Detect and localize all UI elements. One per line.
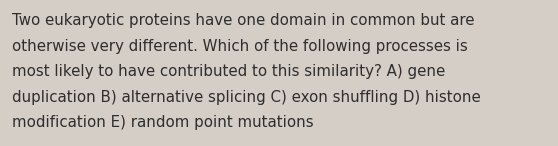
Text: otherwise very different. Which of the following processes is: otherwise very different. Which of the f… [12, 39, 468, 54]
Text: duplication B) alternative splicing C) exon shuffling D) histone: duplication B) alternative splicing C) e… [12, 90, 481, 105]
Text: most likely to have contributed to this similarity? A) gene: most likely to have contributed to this … [12, 64, 445, 79]
Text: Two eukaryotic proteins have one domain in common but are: Two eukaryotic proteins have one domain … [12, 13, 475, 28]
Text: modification E) random point mutations: modification E) random point mutations [12, 115, 314, 130]
